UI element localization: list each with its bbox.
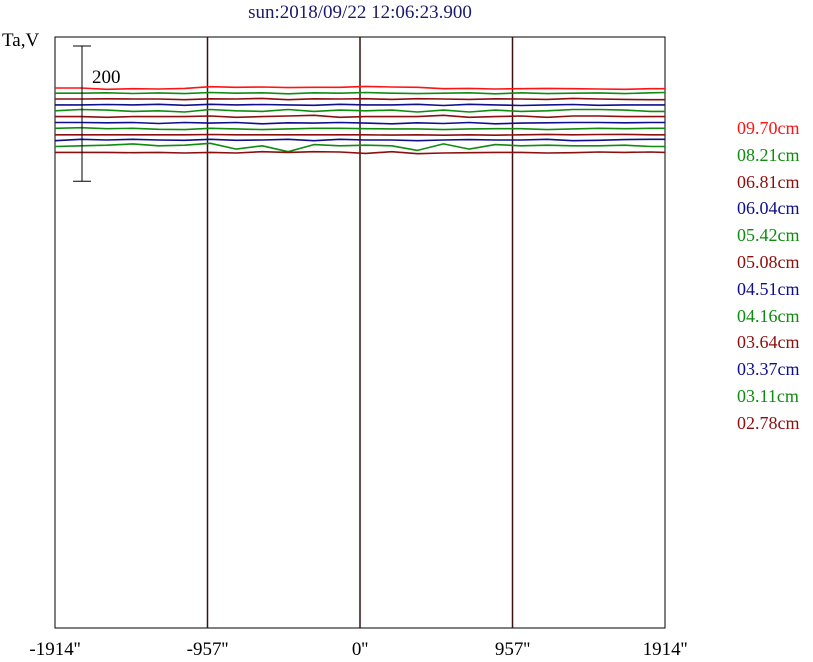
x-tick-label: 1914'' <box>643 639 688 660</box>
legend-entry: 09.70cm <box>737 118 800 138</box>
legend-entry: 04.51cm <box>737 278 800 299</box>
series-line <box>55 150 666 155</box>
series-line <box>54 142 665 153</box>
series-line <box>55 121 665 125</box>
x-tick-label: 957'' <box>495 639 530 660</box>
legend-entry: 02.78cm <box>737 412 800 433</box>
legend-entry: 06.81cm <box>737 171 800 192</box>
series-line <box>55 97 665 101</box>
series-group <box>54 85 666 155</box>
y-axis-label: Ta,V <box>2 30 40 51</box>
scale-bar-label: 200 <box>92 67 121 88</box>
legend-entry: 03.64cm <box>737 332 800 353</box>
legend-entry: 08.21cm <box>737 144 800 165</box>
series-line <box>55 91 666 95</box>
vertical-markers <box>206 37 514 628</box>
x-tick-label: -957'' <box>187 639 229 660</box>
series-line <box>55 103 665 107</box>
x-tick-label: 0'' <box>352 639 368 660</box>
series-line <box>55 133 665 136</box>
chart-title: sun:2018/09/22 12:06:23.900 <box>248 2 472 23</box>
legend-entry: 05.42cm <box>737 225 800 246</box>
scale-bar: 200 <box>73 45 121 182</box>
series-line <box>54 108 665 113</box>
legend-entry: 05.08cm <box>737 252 800 272</box>
series-line <box>54 138 665 142</box>
series-line <box>54 126 665 131</box>
x-tick-labels: -1914'' -957'' 0'' 957'' 1914'' <box>29 639 687 660</box>
x-tick-label: -1914'' <box>29 639 80 660</box>
legend-entry: 03.11cm <box>737 386 799 406</box>
legend-entry: 06.04cm <box>737 198 800 219</box>
series-line <box>55 114 665 119</box>
series-line <box>55 85 665 91</box>
legend-entry: 04.16cm <box>737 305 800 326</box>
legend-entry: 03.37cm <box>737 359 800 380</box>
